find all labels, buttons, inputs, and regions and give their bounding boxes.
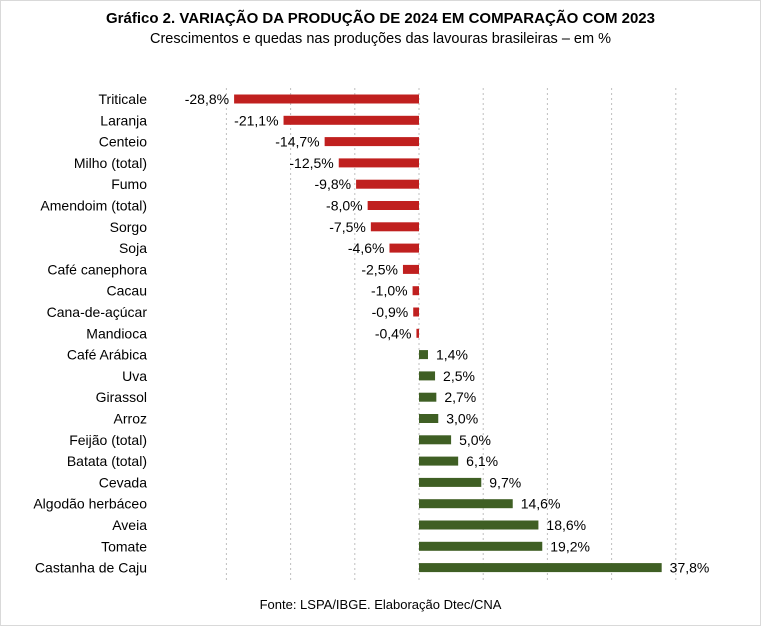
bar bbox=[419, 520, 539, 530]
value-label: -28,8% bbox=[185, 91, 229, 107]
value-label: 2,7% bbox=[444, 389, 476, 405]
value-label: 14,6% bbox=[521, 496, 561, 512]
category-label: Girassol bbox=[96, 389, 147, 405]
chart-source: Fonte: LSPA/IBGE. Elaboração Dtec/CNA bbox=[259, 597, 502, 612]
value-label: -7,5% bbox=[329, 219, 366, 235]
bar bbox=[412, 286, 419, 296]
value-label: 18,6% bbox=[546, 517, 586, 533]
bar bbox=[370, 222, 419, 232]
value-label: 6,1% bbox=[466, 453, 498, 469]
category-label: Feijão (total) bbox=[69, 432, 147, 448]
value-label: -0,9% bbox=[372, 304, 409, 320]
gridlines bbox=[225, 88, 677, 580]
bar bbox=[419, 414, 439, 423]
bar bbox=[419, 477, 482, 487]
bar bbox=[419, 456, 459, 466]
category-label: Soja bbox=[119, 240, 147, 256]
category-label: Castanha de Caju bbox=[35, 560, 147, 576]
bar bbox=[416, 328, 419, 338]
value-label: -8,0% bbox=[326, 198, 363, 214]
value-label: -0,4% bbox=[375, 325, 412, 341]
bar bbox=[367, 201, 419, 210]
value-label: 19,2% bbox=[550, 538, 590, 554]
value-label: 37,8% bbox=[670, 560, 710, 576]
category-label: Sorgo bbox=[110, 219, 148, 235]
bar bbox=[356, 179, 419, 189]
bar bbox=[419, 435, 452, 445]
value-labels: -28,8% -21,1% -14,7% -12,5% -9,8% -8,0% -7,5% -… bbox=[185, 91, 710, 576]
bar bbox=[419, 392, 437, 402]
category-label: Batata (total) bbox=[67, 453, 147, 469]
category-label: Algodão herbáceo bbox=[33, 496, 147, 512]
value-label: -1,0% bbox=[371, 283, 408, 299]
value-label: 1,4% bbox=[436, 347, 468, 363]
category-label: Triticale bbox=[99, 91, 148, 107]
chart-subtitle: Crescimentos e quedas nas produções das … bbox=[149, 31, 611, 47]
bar bbox=[234, 94, 419, 104]
category-labels: Triticale Laranja Centeio Milho (total) Fumo… bbox=[33, 91, 147, 576]
value-label: -4,6% bbox=[348, 240, 385, 256]
bar bbox=[283, 115, 419, 125]
bar bbox=[338, 158, 419, 168]
chart-title: Gráfico 2. VARIAÇÃO DA PRODUÇÃO DE 2024 … bbox=[106, 10, 655, 27]
category-label: Cacau bbox=[107, 283, 147, 299]
category-label: Café Arábica bbox=[67, 347, 147, 363]
bar bbox=[413, 307, 419, 317]
category-label: Arroz bbox=[114, 411, 147, 427]
value-label: -9,8% bbox=[315, 176, 352, 192]
category-label: Cevada bbox=[99, 474, 147, 490]
bar bbox=[389, 243, 419, 253]
category-label: Aveia bbox=[112, 517, 147, 533]
category-label: Cana-de-açúcar bbox=[47, 304, 148, 320]
bar bbox=[324, 137, 419, 147]
value-label: 9,7% bbox=[489, 474, 521, 490]
bars bbox=[234, 94, 662, 573]
bar bbox=[419, 563, 662, 573]
value-label: -14,7% bbox=[275, 134, 319, 150]
category-label: Milho (total) bbox=[74, 155, 147, 171]
category-label: Uva bbox=[122, 368, 147, 384]
category-label: Fumo bbox=[111, 176, 147, 192]
bar bbox=[419, 371, 436, 381]
value-label: -2,5% bbox=[361, 261, 398, 277]
category-label: Mandioca bbox=[86, 325, 147, 341]
category-label: Amendoim (total) bbox=[40, 198, 147, 214]
bar bbox=[419, 350, 428, 360]
bar bbox=[402, 264, 419, 274]
category-label: Café canephora bbox=[47, 261, 147, 277]
category-label: Centeio bbox=[99, 134, 147, 150]
value-label: 5,0% bbox=[459, 432, 491, 448]
value-label: -12,5% bbox=[289, 155, 333, 171]
value-label: 3,0% bbox=[446, 411, 478, 427]
category-label: Laranja bbox=[100, 112, 147, 128]
bar bbox=[419, 541, 543, 551]
value-label: -21,1% bbox=[234, 112, 278, 128]
category-label: Tomate bbox=[101, 538, 147, 554]
bar bbox=[419, 499, 513, 509]
value-label: 2,5% bbox=[443, 368, 475, 384]
